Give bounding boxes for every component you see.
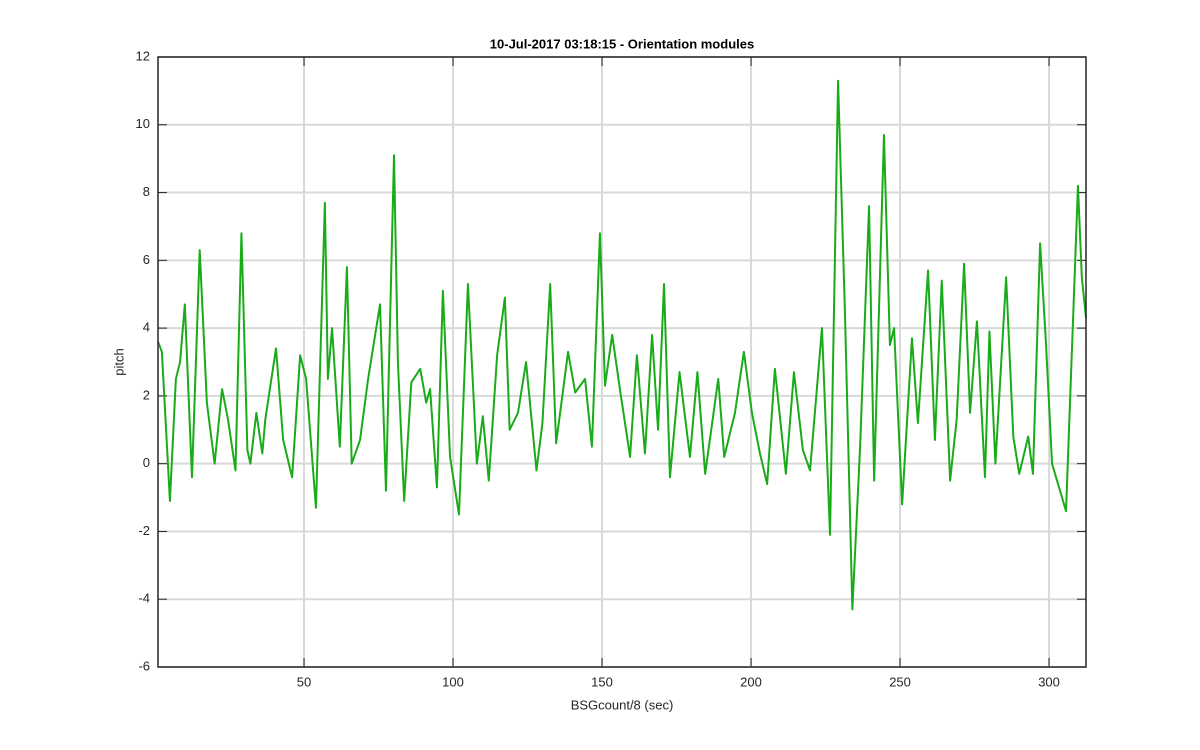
axes-box xyxy=(157,56,1087,668)
y-tick-label: -6 xyxy=(138,658,150,673)
y-tick-label: 12 xyxy=(136,48,150,63)
y-axis-label: pitch xyxy=(111,348,126,375)
y-tick-label: 2 xyxy=(143,387,150,402)
x-tick-label: 200 xyxy=(740,674,762,689)
y-tick-label: 8 xyxy=(143,184,150,199)
data-line xyxy=(157,79,1087,611)
y-tick-label: 6 xyxy=(143,252,150,267)
x-tick-label: 150 xyxy=(591,674,613,689)
x-tick-label: 100 xyxy=(442,674,464,689)
y-tick-label: 4 xyxy=(143,320,150,335)
y-tick-label: 10 xyxy=(136,116,150,131)
y-tick-label: 0 xyxy=(143,455,150,470)
x-axis-label: BSGcount/8 (sec) xyxy=(571,697,674,712)
y-tick-label: -2 xyxy=(138,523,150,538)
y-tick-label: -4 xyxy=(138,591,150,606)
x-tick-label: 300 xyxy=(1038,674,1060,689)
x-tick-label: 50 xyxy=(297,674,311,689)
chart-title: 10-Jul-2017 03:18:15 - Orientation modul… xyxy=(490,36,754,51)
x-tick-label: 250 xyxy=(889,674,911,689)
plot-area xyxy=(158,57,1086,667)
